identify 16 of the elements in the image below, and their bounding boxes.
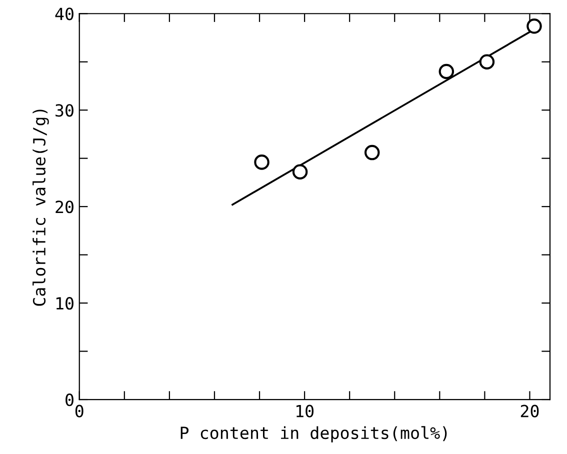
y-tick-label: 30 xyxy=(56,104,74,117)
point xyxy=(479,54,495,70)
y-tick-label: 20 xyxy=(56,200,74,214)
point xyxy=(364,144,380,160)
point xyxy=(526,18,542,34)
x-tick-label: 0 xyxy=(75,404,84,418)
y-tick-label: 40 xyxy=(55,8,74,20)
y-tick-label: 0 xyxy=(66,394,74,406)
x-tick-label: 20 xyxy=(520,404,539,418)
y-axis-title: Calorific value(J/g) xyxy=(32,110,49,306)
y-tick-label: 10 xyxy=(56,297,74,310)
point xyxy=(438,64,454,80)
point xyxy=(254,154,270,170)
point xyxy=(292,164,308,180)
x-tick-label: 10 xyxy=(296,404,314,418)
x-axis-title: P content in deposits(mol%) xyxy=(180,426,447,442)
